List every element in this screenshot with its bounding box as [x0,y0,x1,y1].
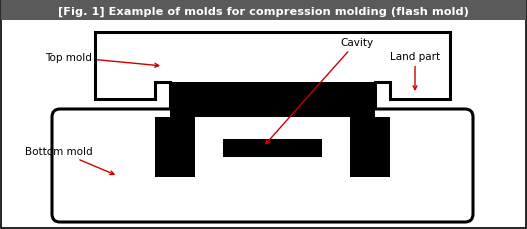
Bar [170,83,375,117]
Polygon shape [95,33,450,117]
Text: [Fig. 1] Example of molds for compression molding (flash mold): [Fig. 1] Example of molds for compressio… [57,6,469,16]
Text: Bottom mold: Bottom mold [25,146,114,175]
Text: Top mold: Top mold [45,53,159,68]
Bar [1,1,526,21]
Polygon shape [195,117,350,157]
Polygon shape [155,117,390,177]
FancyBboxPatch shape [52,109,473,222]
Text: Land part: Land part [390,52,440,90]
Bar [223,139,322,157]
Text: Cavity: Cavity [266,38,373,144]
